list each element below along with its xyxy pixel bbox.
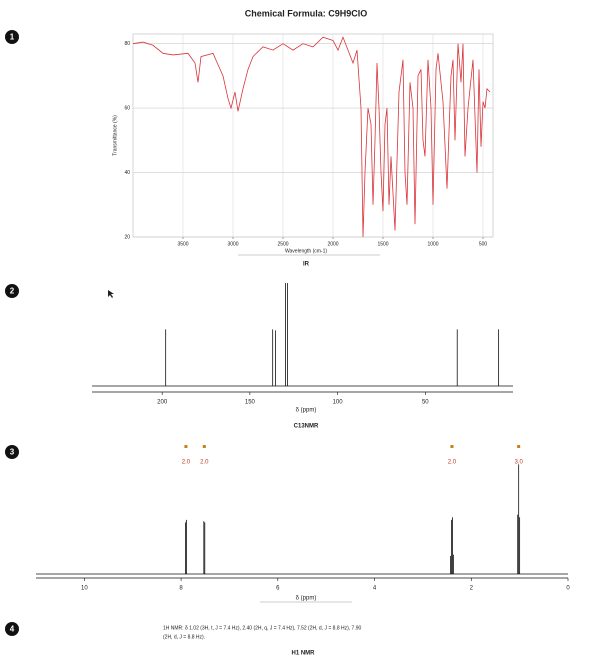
section-marker	[5, 445, 19, 459]
x-tick-label: 2500	[277, 241, 288, 247]
y-axis-label: Transmittance (%)	[112, 115, 118, 156]
section-number: 2	[10, 287, 15, 296]
x-tick-label: 200	[157, 400, 168, 406]
x-tick-label: 50	[422, 400, 429, 406]
x-tick-label: 3000	[227, 241, 238, 247]
x-tick-label: 0	[566, 586, 570, 592]
y-tick-label: 60	[124, 105, 130, 111]
x-tick-label: 3500	[177, 241, 188, 247]
integral-marker	[517, 445, 521, 448]
cursor	[108, 290, 114, 298]
section-number: 4	[10, 625, 15, 634]
section-number: 3	[10, 448, 15, 457]
page-title: Chemical Formula: C9H9ClO	[245, 8, 368, 18]
ir-trace	[132, 36, 491, 238]
integral-marker	[450, 445, 454, 448]
x-tick-label: 1500	[377, 241, 388, 247]
y-tick-label: 80	[124, 41, 130, 47]
h1-text-line: (2H, d, J = 8.8 Hz).	[163, 634, 205, 640]
integral-label: 2.0	[200, 460, 209, 466]
x-tick-label: 8	[179, 586, 183, 592]
x-axis-label: δ (ppm)	[296, 596, 317, 602]
h1-caption: H1 NMR	[291, 651, 315, 657]
x-axis-label: δ (ppm)	[296, 408, 317, 414]
chart-caption: C13NMR	[294, 424, 319, 430]
integral-label: 3.0	[514, 460, 523, 466]
section-number: 1	[10, 33, 15, 42]
x-tick-label: 2000	[327, 241, 338, 247]
x-tick-label: 100	[333, 400, 344, 406]
section-marker	[5, 622, 19, 636]
x-tick-label: 4	[373, 586, 377, 592]
x-tick-label: 10	[81, 586, 88, 592]
x-axis-label: Wavelength (cm-1)	[285, 248, 327, 254]
x-tick-label: 6	[276, 586, 280, 592]
y-tick-label: 40	[124, 170, 130, 176]
integral-label: 2.0	[182, 460, 191, 466]
section-marker	[5, 30, 19, 44]
x-tick-label: 1000	[427, 241, 438, 247]
chart-caption: IR	[303, 262, 310, 268]
integral-marker	[184, 445, 188, 448]
x-tick-label: 500	[479, 241, 488, 247]
x-tick-label: 150	[245, 400, 256, 406]
integral-label: 2.0	[448, 460, 457, 466]
section-marker	[5, 284, 19, 298]
x-tick-label: 2	[470, 586, 474, 592]
integral-marker	[202, 445, 206, 448]
h1-text-line: 1H NMR: δ 1.02 (3H, t, J = 7.4 Hz), 2.40…	[163, 625, 361, 631]
y-tick-label: 20	[124, 234, 130, 240]
